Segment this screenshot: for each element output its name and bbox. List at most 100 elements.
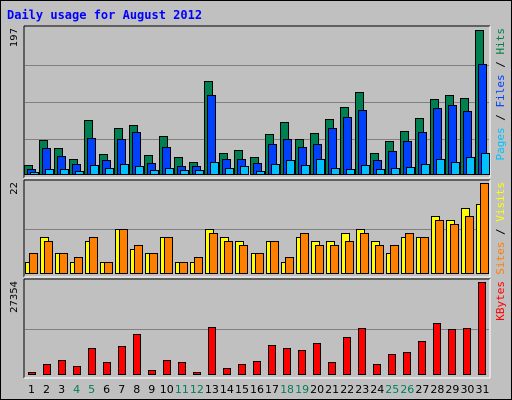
legend-entry: / xyxy=(494,55,507,75)
bar-sites-day-28 xyxy=(435,220,444,274)
bar-sites-day-30 xyxy=(465,216,474,274)
bar-pages-day-2 xyxy=(45,169,54,175)
bar-sites-day-9 xyxy=(149,253,158,274)
x-tick-label: 1 xyxy=(28,383,35,396)
bar-pages-day-6 xyxy=(105,168,114,175)
bar-sites-day-4 xyxy=(74,257,83,274)
bar-sites-day-5 xyxy=(89,237,98,274)
bar-pages-day-12 xyxy=(195,170,204,175)
bar-pages-day-29 xyxy=(451,162,460,175)
bar-files-day-22 xyxy=(343,117,352,175)
bar-sites-day-24 xyxy=(375,245,384,274)
bar-kbytes-day-15 xyxy=(238,364,246,375)
bar-kbytes-day-6 xyxy=(103,362,111,375)
chart-title: Daily usage for August 2012 xyxy=(7,8,202,22)
bar-sites-day-14 xyxy=(224,241,233,274)
bar-sites-day-26 xyxy=(405,233,414,274)
bar-pages-day-10 xyxy=(165,168,174,175)
bar-kbytes-day-4 xyxy=(73,366,81,375)
legend-entry: Files xyxy=(494,74,507,107)
bar-pages-day-13 xyxy=(210,162,219,175)
bar-pages-day-25 xyxy=(391,168,400,175)
bar-sites-day-27 xyxy=(420,237,429,274)
bar-sites-day-20 xyxy=(315,245,324,274)
bar-kbytes-day-11 xyxy=(178,362,186,375)
bar-pages-day-19 xyxy=(301,165,310,175)
x-tick-label: 11 xyxy=(175,383,189,396)
bar-pages-day-5 xyxy=(90,165,99,175)
legend-entry: Visits xyxy=(494,182,507,222)
legend-entry: / xyxy=(494,108,507,128)
bar-kbytes-day-19 xyxy=(298,350,306,375)
bar-pages-day-15 xyxy=(240,166,249,175)
x-tick-label: 31 xyxy=(475,383,489,396)
bar-sites-day-3 xyxy=(59,253,68,274)
x-tick-label: 22 xyxy=(340,383,354,396)
bar-sites-day-17 xyxy=(270,241,279,274)
bar-kbytes-day-30 xyxy=(463,328,471,375)
bar-kbytes-day-21 xyxy=(328,362,336,375)
bar-pages-day-3 xyxy=(60,169,69,175)
bar-sites-day-6 xyxy=(104,262,113,274)
bar-kbytes-day-9 xyxy=(148,370,156,375)
legend-entry: Hits xyxy=(494,28,507,55)
x-tick-label: 10 xyxy=(160,383,174,396)
bar-pages-day-20 xyxy=(316,159,325,175)
bar-pages-day-21 xyxy=(331,168,340,175)
series-kbytes xyxy=(28,282,486,375)
bar-sites-day-25 xyxy=(390,245,399,274)
bar-files-day-21 xyxy=(328,128,337,175)
x-tick-label: 19 xyxy=(295,383,309,396)
x-tick-label: 4 xyxy=(73,383,80,396)
bar-pages-day-23 xyxy=(361,165,370,175)
bar-pages-day-28 xyxy=(436,159,445,175)
x-tick-label: 13 xyxy=(205,383,219,396)
legend-entry: / xyxy=(494,222,507,242)
bar-kbytes-day-16 xyxy=(253,361,261,375)
x-tick-label: 5 xyxy=(88,383,95,396)
bar-sites-day-13 xyxy=(209,233,218,274)
bar-sites-day-2 xyxy=(44,241,53,274)
legend-entry: KBytes xyxy=(494,281,507,321)
x-tick-label: 12 xyxy=(190,383,204,396)
bar-sites-day-11 xyxy=(179,262,188,274)
bar-pages-day-9 xyxy=(150,170,159,175)
bar-kbytes-day-8 xyxy=(133,334,141,375)
bar-pages-day-4 xyxy=(75,171,84,175)
x-tick-label: 7 xyxy=(118,383,125,396)
legend-top: Pages / Files / Hits xyxy=(494,28,507,161)
bar-pages-day-11 xyxy=(180,170,189,175)
x-tick-label: 9 xyxy=(148,383,155,396)
legend-entry: Pages xyxy=(494,127,507,160)
x-tick-label: 24 xyxy=(370,383,384,396)
bar-kbytes-day-28 xyxy=(433,323,441,375)
bar-sites-day-8 xyxy=(134,245,143,274)
bar-files-day-23 xyxy=(358,110,367,175)
x-tick-label: 20 xyxy=(310,383,324,396)
bar-sites-day-1 xyxy=(29,253,38,274)
x-tick-label: 28 xyxy=(430,383,444,396)
legend-bottom: KBytes xyxy=(494,281,507,321)
axis-max-label: 197 xyxy=(9,28,20,47)
x-tick-label: 30 xyxy=(460,383,474,396)
bar-kbytes-day-13 xyxy=(208,327,216,375)
bar-kbytes-day-24 xyxy=(373,364,381,375)
bar-kbytes-day-29 xyxy=(448,329,456,375)
panel-bottom: 27354 KBytes xyxy=(9,278,507,379)
bar-pages-day-1 xyxy=(30,172,39,175)
bar-sites-day-10 xyxy=(164,237,173,274)
x-tick-label: 16 xyxy=(250,383,264,396)
bar-pages-day-27 xyxy=(421,164,430,175)
bar-kbytes-day-31 xyxy=(478,282,486,375)
x-tick-label: 8 xyxy=(133,383,140,396)
legend-middle: Sites / Visits xyxy=(494,182,507,275)
panel-middle: 22 Sites / Visits xyxy=(9,179,507,278)
x-tick-label: 18 xyxy=(280,383,294,396)
bar-pages-day-16 xyxy=(256,171,265,175)
panel-top: 197 Pages / Files / Hits xyxy=(9,25,507,179)
x-tick-label: 3 xyxy=(58,383,65,396)
bar-pages-day-24 xyxy=(376,169,385,175)
bar-pages-day-31 xyxy=(481,153,490,175)
bar-kbytes-day-1 xyxy=(28,372,36,375)
